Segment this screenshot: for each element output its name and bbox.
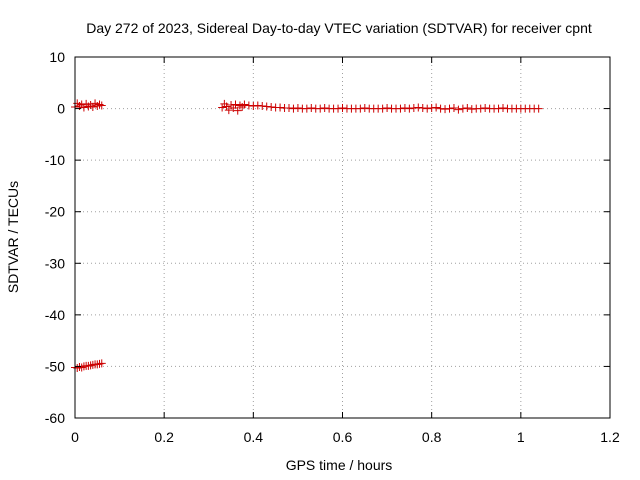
- data-point: [231, 100, 240, 109]
- data-point: [267, 103, 276, 112]
- data-point: [405, 104, 414, 113]
- data-point: [224, 106, 233, 115]
- data-point: [476, 104, 485, 113]
- data-point: [467, 105, 476, 114]
- data-point: [334, 104, 343, 113]
- data-point: [88, 360, 97, 369]
- data-point: [494, 104, 503, 113]
- data-point: [276, 103, 285, 112]
- x-tick-label: 1: [517, 429, 525, 445]
- data-point: [436, 104, 445, 113]
- y-tick-label: -10: [45, 152, 65, 168]
- data-point: [396, 104, 405, 113]
- y-axis-tick-labels: -60 -50 -40 -30 -20 -10 0 10: [45, 49, 65, 426]
- data-point: [86, 361, 95, 370]
- data-point: [360, 104, 369, 113]
- data-point: [97, 359, 106, 368]
- data-point: [97, 101, 106, 110]
- data-point: [481, 104, 490, 113]
- data-point: [356, 104, 365, 113]
- data-point: [441, 105, 450, 114]
- data-point: [432, 103, 441, 112]
- data-points: [71, 99, 543, 372]
- x-tick-label: 0.6: [333, 429, 353, 445]
- data-point: [320, 104, 329, 113]
- data-point: [262, 102, 271, 111]
- data-point: [454, 105, 463, 114]
- data-point: [233, 106, 242, 115]
- chart-title: Day 272 of 2023, Sidereal Day-to-day VTE…: [86, 20, 592, 36]
- data-point: [240, 100, 249, 109]
- data-point: [463, 104, 472, 113]
- x-tick-label: 0: [71, 429, 79, 445]
- data-point: [534, 104, 543, 113]
- y-tick-label: -30: [45, 255, 65, 271]
- data-point: [418, 104, 427, 113]
- data-point: [423, 104, 432, 113]
- data-point: [378, 104, 387, 113]
- grid-lines: [75, 57, 610, 418]
- data-point: [79, 362, 88, 371]
- data-point: [253, 101, 262, 110]
- data-point: [249, 101, 258, 110]
- data-point: [409, 104, 418, 113]
- data-point: [93, 360, 102, 369]
- y-tick-label: 0: [57, 101, 65, 117]
- y-tick-label: -20: [45, 204, 65, 220]
- data-point: [449, 104, 458, 113]
- data-point: [427, 104, 436, 113]
- data-point: [302, 104, 311, 113]
- x-tick-label: 0.4: [244, 429, 264, 445]
- data-point: [73, 363, 82, 372]
- data-point: [445, 104, 454, 113]
- data-point: [458, 104, 467, 113]
- data-point: [400, 104, 409, 113]
- x-tick-label: 1.2: [600, 429, 620, 445]
- x-axis-label: GPS time / hours: [286, 457, 393, 473]
- data-point: [95, 359, 104, 368]
- data-point: [383, 104, 392, 113]
- data-point: [338, 104, 347, 113]
- data-point: [307, 104, 316, 113]
- data-point: [75, 362, 84, 371]
- x-tick-label: 0.2: [154, 429, 174, 445]
- data-point: [285, 104, 293, 113]
- data-point: [258, 101, 267, 110]
- data-point: [289, 104, 298, 113]
- data-point: [293, 104, 302, 113]
- x-tick-label: 0.8: [422, 429, 442, 445]
- y-tick-label: -60: [45, 410, 65, 426]
- data-point: [77, 363, 86, 372]
- data-point: [316, 104, 325, 113]
- x-axis-tick-labels: 0 0.2 0.4 0.6 0.8 1 1.2: [71, 429, 620, 445]
- data-point: [414, 103, 423, 112]
- data-point: [499, 104, 507, 113]
- data-point: [84, 361, 93, 370]
- y-tick-label: -50: [45, 358, 65, 374]
- y-tick-label: -40: [45, 307, 65, 323]
- y-tick-label: 10: [49, 49, 65, 65]
- y-axis-label: SDTVAR / TECUs: [5, 181, 21, 293]
- axis-ticks: [74, 56, 611, 419]
- data-point: [244, 101, 253, 110]
